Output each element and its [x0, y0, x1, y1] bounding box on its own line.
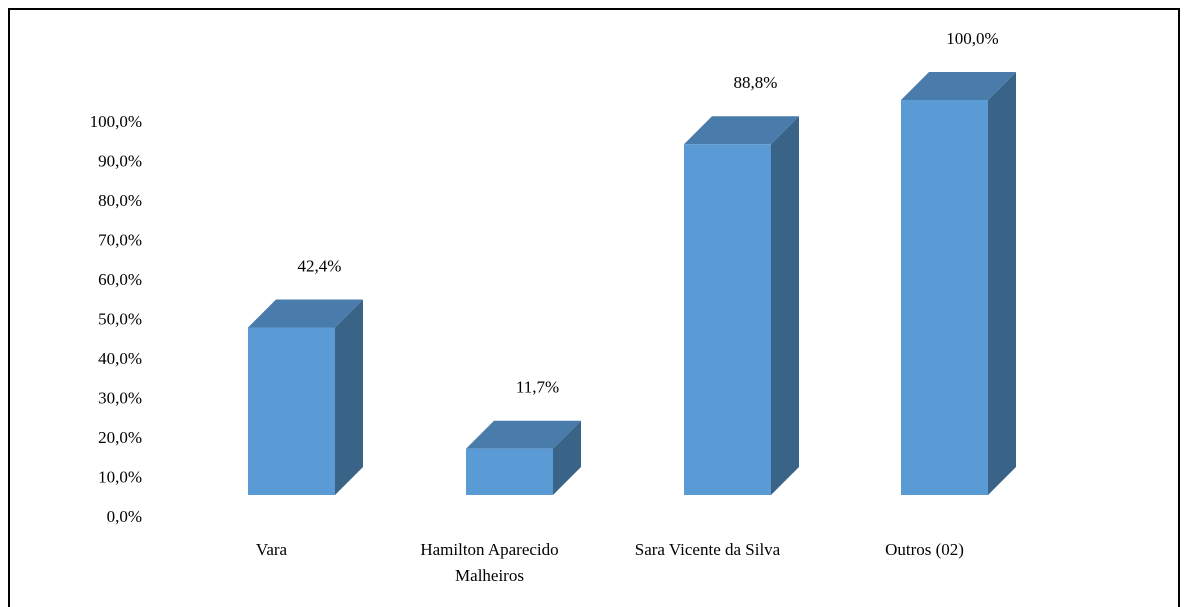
- y-tick-label: 80,0%: [98, 191, 142, 210]
- bar-top: [901, 72, 1016, 100]
- y-tick-label: 50,0%: [98, 309, 142, 328]
- bar: [466, 420, 581, 495]
- value-label: 42,4%: [298, 256, 342, 275]
- y-tick-label: 90,0%: [98, 151, 142, 170]
- bar-front: [684, 144, 771, 496]
- y-tick-label: 20,0%: [98, 428, 142, 447]
- value-label: 100,0%: [946, 29, 998, 48]
- bar-front: [248, 327, 335, 495]
- y-tick-label: 40,0%: [98, 349, 142, 368]
- bar-side: [988, 72, 1016, 495]
- value-label: 88,8%: [734, 73, 778, 92]
- x-tick-label: Hamilton Aparecido Malheiros: [420, 540, 559, 585]
- x-tick-label: Outros (02): [885, 540, 964, 559]
- bar: [684, 116, 799, 496]
- x-tick-label: Sara Vicente da Silva: [634, 540, 781, 559]
- bar-front: [466, 448, 553, 495]
- bar-top: [248, 299, 363, 328]
- y-tick-label: 0,0%: [107, 507, 142, 526]
- bar-side: [335, 299, 363, 495]
- bar-top: [466, 420, 581, 449]
- bar: [901, 72, 1016, 495]
- bar: [248, 299, 363, 495]
- y-tick-label: 60,0%: [98, 270, 142, 289]
- bar-side: [553, 420, 581, 495]
- frame: [8, 8, 1180, 607]
- bar-top: [684, 116, 799, 145]
- y-tick-label: 100,0%: [90, 112, 142, 131]
- y-tick-label: 30,0%: [98, 388, 142, 407]
- value-label: 11,7%: [516, 378, 559, 397]
- x-tick-label: Vara: [255, 540, 288, 559]
- bar-front: [901, 100, 988, 495]
- y-tick-label: 70,0%: [98, 230, 142, 249]
- y-tick-label: 10,0%: [98, 467, 142, 486]
- bar-side: [771, 116, 799, 496]
